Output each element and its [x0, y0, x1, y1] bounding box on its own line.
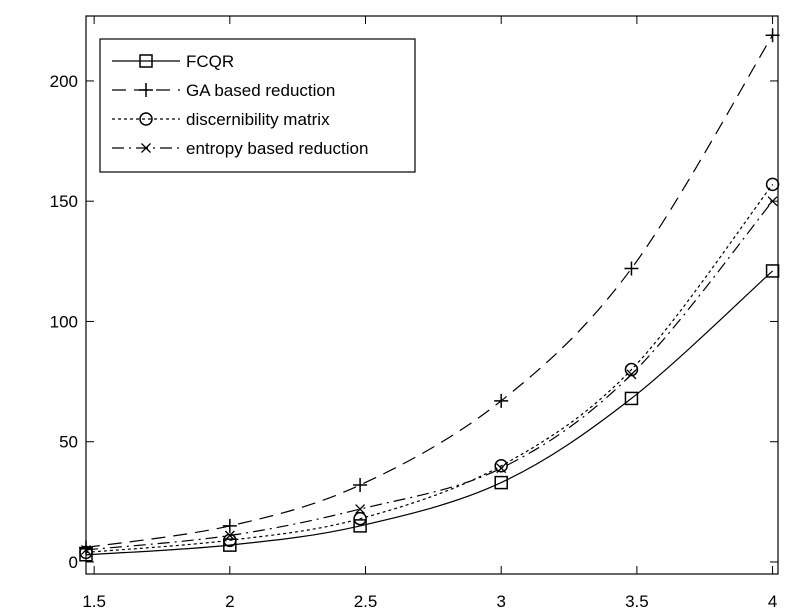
y-tick-label: 50: [59, 433, 78, 452]
x-marker: [355, 504, 366, 515]
x-marker: [224, 530, 235, 541]
y-tick-label: 200: [50, 72, 78, 91]
x-marker: [626, 369, 637, 380]
square-marker: [494, 475, 508, 490]
y-tick-label: 0: [69, 553, 78, 572]
square-marker: [223, 538, 237, 552]
legend: FCQR GA based reduction discernibility mat…: [99, 38, 416, 173]
legend-label: entropy based reduction: [186, 139, 368, 158]
plus-marker: [765, 28, 780, 43]
axes-layer: 1.5 2 2.5 3 3.5 4 0 50 100 150 200: [50, 15, 779, 611]
series-line: [85, 184, 774, 553]
x-tick-label: 3: [496, 592, 505, 611]
plus-marker: [494, 393, 509, 408]
plus-marker: [353, 478, 368, 493]
plus-marker: [222, 518, 237, 533]
legend-label: FCQR: [186, 52, 234, 71]
y-tick-label: 150: [50, 192, 78, 211]
axes-frame: [85, 15, 779, 575]
circle-marker: [624, 362, 639, 377]
circle-marker: [494, 459, 508, 473]
series-line: [85, 34, 774, 549]
x-tick-label: 2.5: [354, 592, 378, 611]
legend-label: discernibility matrix: [186, 110, 330, 129]
x-tick-label: 3.5: [625, 592, 649, 611]
plus-marker: [624, 261, 639, 276]
series-line: [85, 200, 774, 551]
legend-item: entropy based reduction: [112, 139, 368, 158]
legend-label: GA based reduction: [186, 81, 335, 100]
x-tick-label: 2: [225, 592, 234, 611]
x-marker: [496, 463, 507, 474]
x-tick-label: 4: [768, 592, 777, 611]
legend-item: discernibility matrix: [112, 110, 330, 129]
square-marker: [139, 54, 153, 68]
y-tick-label: 100: [50, 312, 78, 331]
legend-item: FCQR: [112, 52, 234, 71]
series-line: [85, 270, 774, 556]
legend-item: GA based reduction: [112, 81, 335, 100]
x-marker: [141, 143, 151, 153]
plus-marker: [139, 83, 153, 97]
square-marker: [624, 391, 639, 406]
circle-marker: [223, 533, 237, 548]
circle-marker: [353, 511, 367, 526]
x-tick-label: 1.5: [82, 592, 106, 611]
circle-marker: [139, 112, 153, 126]
square-marker: [353, 519, 367, 533]
